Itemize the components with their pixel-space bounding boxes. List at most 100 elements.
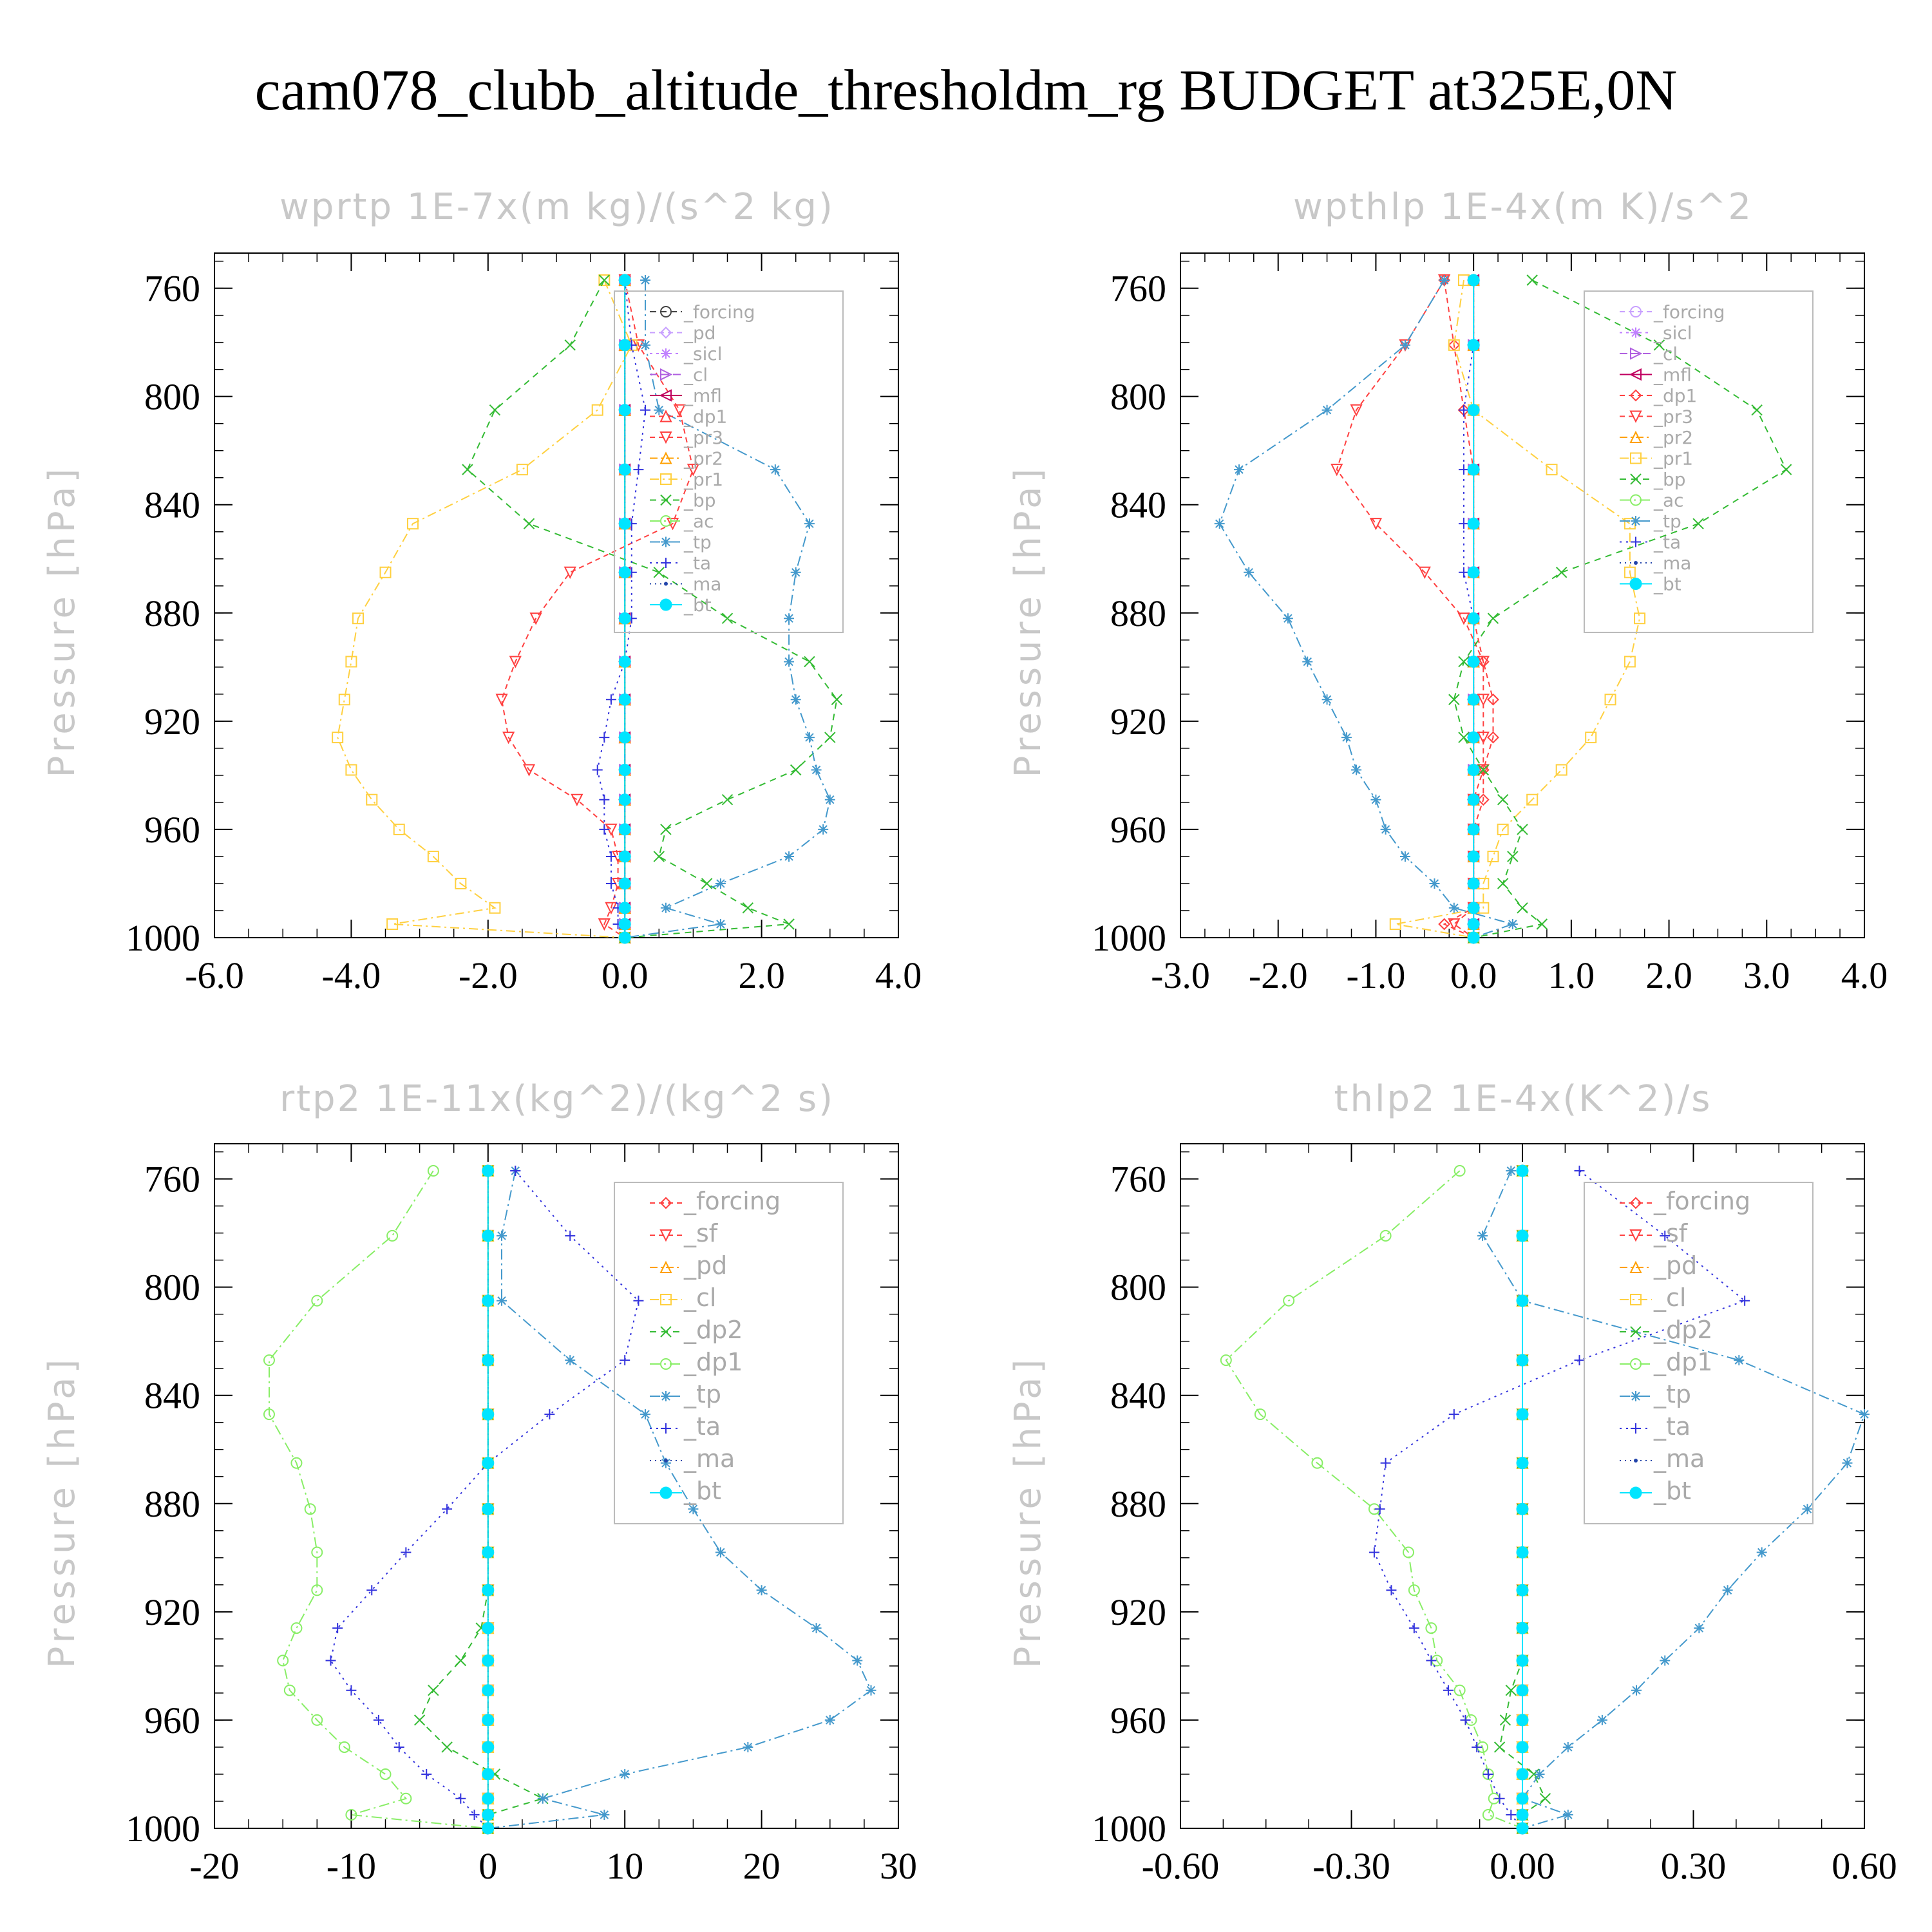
series-line <box>1481 1170 1866 1829</box>
data-point <box>1694 1623 1705 1634</box>
legend-marker <box>659 1197 672 1209</box>
data-point <box>1506 1166 1517 1177</box>
x-tick-label: -0.30 <box>1312 1845 1390 1887</box>
data-point <box>1477 694 1490 706</box>
series-line <box>1453 279 1787 938</box>
legend-marker <box>1630 473 1642 485</box>
data-point <box>482 1354 495 1367</box>
legend-entry: _cl <box>650 1283 716 1312</box>
data-point <box>1516 1808 1529 1821</box>
data-point <box>482 1808 495 1821</box>
data-point <box>618 612 631 625</box>
legend-entry: _mfl <box>650 385 722 406</box>
x-tick-label: -2.0 <box>459 954 518 996</box>
x-tick-label: 0.0 <box>601 954 649 996</box>
data-point <box>482 1684 495 1697</box>
data-point <box>784 851 795 862</box>
data-point <box>393 1741 404 1752</box>
data-point <box>345 656 357 668</box>
data-point <box>1494 1793 1505 1804</box>
series-line <box>1225 1170 1523 1829</box>
data-point <box>790 567 801 578</box>
legend-entry: _pd <box>650 1251 727 1280</box>
data-point <box>1448 902 1459 913</box>
data-point <box>1380 824 1391 835</box>
legend-label: _ma <box>683 574 721 595</box>
y-axis-label: Pressure [hPa] <box>41 465 83 778</box>
data-point <box>325 1655 336 1666</box>
y-tick-label: 1000 <box>1092 1808 1166 1850</box>
legend-marker <box>1629 1197 1642 1209</box>
data-point <box>1467 274 1480 287</box>
data-point <box>1448 1409 1459 1420</box>
legend-marker <box>661 1391 671 1401</box>
data-point <box>1467 902 1480 914</box>
legend-marker <box>660 1294 672 1305</box>
data-point <box>1439 275 1450 286</box>
y-tick-label: 1000 <box>1092 917 1166 959</box>
legend-entry: _dp2 <box>650 1316 743 1344</box>
data-point <box>332 1623 343 1634</box>
legend-entry: _tp <box>650 532 712 553</box>
data-point <box>345 1808 357 1821</box>
data-point <box>1802 1504 1813 1515</box>
figure-title: cam078_clubb_altitude_thresholdm_rg BUDG… <box>255 59 1678 122</box>
data-point <box>673 404 686 417</box>
data-point <box>1739 1295 1750 1306</box>
series-bt <box>482 1164 495 1835</box>
data-point <box>1516 1684 1529 1697</box>
data-point <box>721 612 734 624</box>
data-point <box>338 694 350 706</box>
data-point <box>1634 612 1646 625</box>
y-tick-label: 760 <box>144 268 200 310</box>
data-point <box>469 1809 480 1820</box>
legend-marker <box>1630 1358 1642 1370</box>
legend-entry: _ta <box>650 1412 721 1441</box>
data-point <box>1369 518 1383 531</box>
data-point <box>311 1714 323 1726</box>
legend-entry: _dp1 <box>650 1348 743 1376</box>
data-point <box>1507 918 1518 929</box>
legend-entry: _ta <box>1620 532 1681 553</box>
data-point <box>605 878 616 889</box>
legend-entry: _forcing <box>1620 1187 1750 1215</box>
panel-title: wprtp 1E-7x(m kg)/(s^2 kg) <box>279 186 835 228</box>
data-point <box>1487 693 1499 706</box>
series-pr1 <box>332 274 638 943</box>
legend-marker <box>660 1358 672 1370</box>
data-point <box>618 918 631 931</box>
legend-label: _sicl <box>1653 323 1692 344</box>
legend-label: _ta <box>1653 1412 1690 1441</box>
data-point <box>455 1654 467 1667</box>
data-point <box>1516 1714 1529 1727</box>
legend-label: _ma <box>683 1444 735 1473</box>
data-point <box>509 656 522 668</box>
data-point <box>1516 1792 1529 1805</box>
legend-label: _cl <box>683 1283 716 1312</box>
series-line <box>1218 279 1515 938</box>
data-point <box>811 764 822 775</box>
legend-entry: _forcing <box>650 1187 781 1215</box>
data-point <box>1624 518 1636 530</box>
data-point <box>688 1504 699 1515</box>
data-point <box>1467 655 1480 668</box>
legend-label: _dp2 <box>683 1316 743 1344</box>
data-point <box>482 1502 495 1515</box>
data-point <box>1457 612 1470 625</box>
series-pr1 <box>1389 274 1646 943</box>
legend-label: _forcing <box>683 1187 781 1215</box>
data-point <box>442 1504 453 1515</box>
data-point <box>1467 612 1480 625</box>
legend-label: _pr3 <box>1653 406 1693 428</box>
data-point <box>1516 1584 1529 1596</box>
data-point <box>290 1622 303 1634</box>
data-point <box>482 1792 495 1805</box>
data-point <box>1454 1684 1466 1696</box>
legend-marker <box>660 368 673 381</box>
data-point <box>1516 1408 1529 1421</box>
legend-entry: _bt <box>1620 574 1681 595</box>
data-point <box>497 1295 507 1306</box>
legend-entry: _bt <box>1620 1477 1691 1505</box>
data-point <box>618 731 631 744</box>
